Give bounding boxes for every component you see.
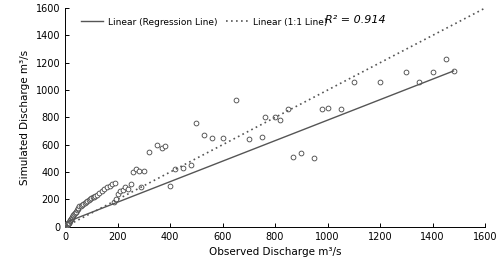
Point [76, 204, 84, 208]
Point [116, 189, 124, 193]
Point [245, 137, 252, 141]
Point [77, 204, 85, 208]
Point [450, 69, 458, 73]
Point [153, 143, 161, 147]
Point [64, 221, 72, 225]
Point [124, 186, 132, 191]
Point [62, 223, 70, 228]
Point [129, 170, 137, 174]
Point [428, 70, 436, 75]
Point [208, 136, 216, 140]
Point [108, 182, 116, 187]
Point [119, 188, 127, 192]
Point [88, 195, 96, 200]
Point [65, 220, 73, 224]
Point [67, 217, 75, 221]
Point [70, 212, 78, 217]
Point [179, 166, 187, 170]
Point [297, 151, 305, 155]
Point [65, 221, 73, 225]
Point [100, 186, 108, 191]
Point [63, 224, 71, 228]
Point [258, 134, 266, 139]
Point [68, 217, 76, 221]
Point [63, 223, 71, 227]
Point [103, 185, 111, 189]
Point [68, 215, 76, 220]
Point [84, 198, 92, 202]
Point [91, 194, 99, 198]
Point [324, 106, 332, 110]
Point [310, 156, 318, 161]
Point [318, 107, 326, 112]
Point [122, 185, 130, 189]
Point [276, 118, 284, 122]
Point [95, 190, 103, 195]
Text: R² = 0.914: R² = 0.914 [326, 15, 386, 25]
Point [126, 182, 134, 187]
Point [74, 207, 82, 211]
Point [66, 218, 74, 222]
Point [111, 181, 119, 185]
Point [70, 213, 78, 217]
Point [66, 219, 74, 224]
Point [145, 150, 153, 154]
Point [161, 144, 169, 148]
Point [82, 200, 90, 204]
Point [110, 200, 118, 204]
Point [158, 145, 166, 150]
Point [62, 222, 70, 227]
Point [171, 167, 179, 171]
Point [416, 80, 424, 84]
Point [106, 184, 114, 188]
Point [134, 168, 142, 173]
Point [290, 155, 298, 159]
Point [232, 97, 239, 102]
Point [84, 199, 92, 203]
Point [78, 203, 86, 207]
Point [112, 197, 120, 202]
Point [87, 196, 95, 200]
Point [80, 201, 88, 205]
Point [72, 210, 80, 214]
Point [137, 185, 145, 189]
Point [187, 163, 195, 167]
Point [132, 167, 140, 171]
Point [64, 221, 72, 225]
Point [80, 201, 88, 206]
Point [74, 205, 82, 210]
Point [98, 188, 106, 193]
Point [69, 214, 77, 218]
Point [376, 80, 384, 84]
Point [350, 80, 358, 84]
Point [200, 133, 208, 137]
Point [402, 70, 410, 75]
Legend: Linear (Regression Line), Linear (1:1 Line): Linear (Regression Line), Linear (1:1 Li… [78, 15, 330, 29]
Point [114, 192, 122, 196]
Point [71, 211, 79, 215]
Point [336, 107, 344, 112]
Point [90, 195, 98, 199]
Point [72, 210, 80, 215]
Point [92, 193, 100, 198]
Point [64, 222, 72, 227]
X-axis label: Observed Discharge m³/s: Observed Discharge m³/s [209, 247, 341, 257]
Point [73, 208, 81, 212]
Point [218, 136, 226, 140]
Point [64, 222, 72, 226]
Point [442, 56, 450, 61]
Y-axis label: Simulated Discharge m³/s: Simulated Discharge m³/s [20, 50, 30, 185]
Point [68, 216, 76, 220]
Point [192, 121, 200, 125]
Point [86, 197, 94, 202]
Point [62, 224, 70, 228]
Point [140, 168, 148, 173]
Point [166, 184, 174, 188]
Point [271, 115, 279, 120]
Point [62, 224, 70, 228]
Point [284, 107, 292, 112]
Point [260, 115, 268, 120]
